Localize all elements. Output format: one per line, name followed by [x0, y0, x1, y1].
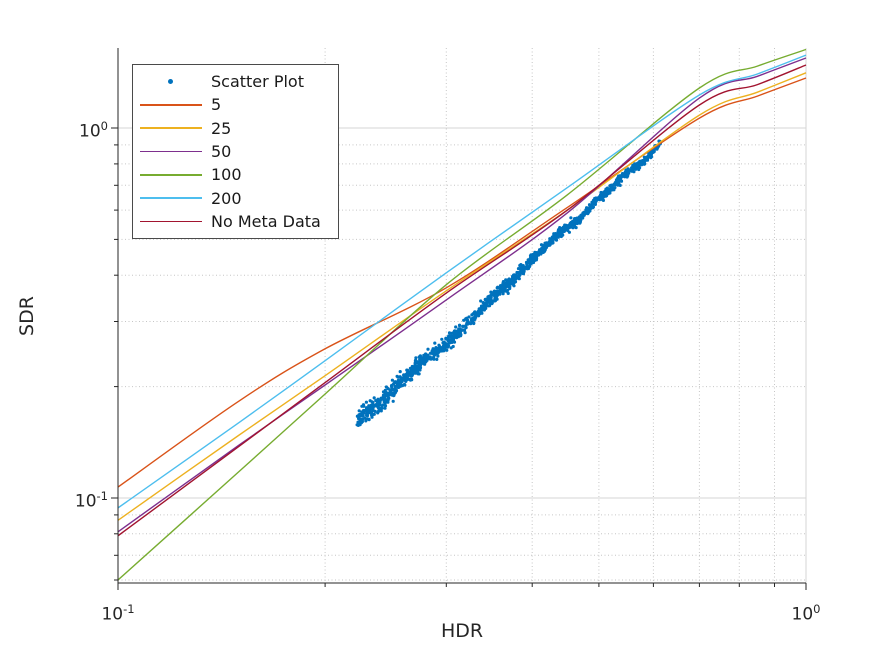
x-tick-label-1: 100 — [791, 602, 821, 625]
legend-item-5: 5 — [133, 94, 338, 116]
curve-25 — [118, 72, 807, 521]
legend-item-25: 25 — [133, 117, 338, 139]
legend-item-100: 100 — [133, 164, 338, 186]
legend-line-swatch — [133, 220, 207, 223]
curve-200 — [118, 54, 807, 509]
legend-item-label: 100 — [211, 165, 242, 185]
curve-50 — [118, 57, 807, 533]
legend-item-200: 200 — [133, 187, 338, 209]
curve-100 — [118, 48, 807, 581]
line-swatch-icon — [140, 220, 202, 223]
gridlines — [118, 48, 807, 583]
legend-item-50: 50 — [133, 140, 338, 162]
legend-line-swatch — [133, 127, 207, 129]
legend[interactable]: Scatter Plot 5 25 50 100 200 No Meta Data — [132, 64, 339, 239]
scatter-dot-icon — [168, 79, 173, 85]
y-axis-label: SDR — [16, 296, 38, 336]
y-tick-label-1: 100 — [79, 119, 108, 142]
line-swatch-icon — [140, 197, 202, 199]
legend-item-label: No Meta Data — [211, 211, 321, 231]
legend-item-label: 50 — [211, 141, 232, 161]
legend-item-label: 25 — [211, 118, 232, 138]
curves — [118, 48, 807, 581]
legend-line-swatch — [133, 104, 207, 106]
curve-5 — [118, 77, 807, 488]
legend-line-swatch — [133, 150, 207, 153]
line-swatch-icon — [140, 127, 202, 129]
legend-item-label: 5 — [211, 95, 222, 115]
scatter-series — [355, 139, 663, 427]
legend-item-scatter-plot: Scatter Plot — [133, 71, 338, 93]
y-tick-label-0.1: 10-1 — [74, 489, 108, 512]
line-swatch-icon — [140, 104, 202, 106]
legend-marker-swatch — [133, 79, 207, 85]
line-swatch-icon — [140, 150, 202, 153]
legend-line-swatch — [133, 197, 207, 199]
x-axis-label: HDR — [440, 620, 484, 642]
line-swatch-icon — [140, 173, 202, 176]
legend-item-label: Scatter Plot — [211, 72, 304, 92]
legend-item-no-meta-data: No Meta Data — [133, 210, 338, 232]
legend-line-swatch — [133, 173, 207, 176]
legend-item-label: 200 — [211, 188, 242, 208]
axes-spines — [111, 48, 807, 590]
curve-no-meta-data — [118, 64, 807, 537]
x-tick-label-0.1: 10-1 — [101, 602, 135, 625]
